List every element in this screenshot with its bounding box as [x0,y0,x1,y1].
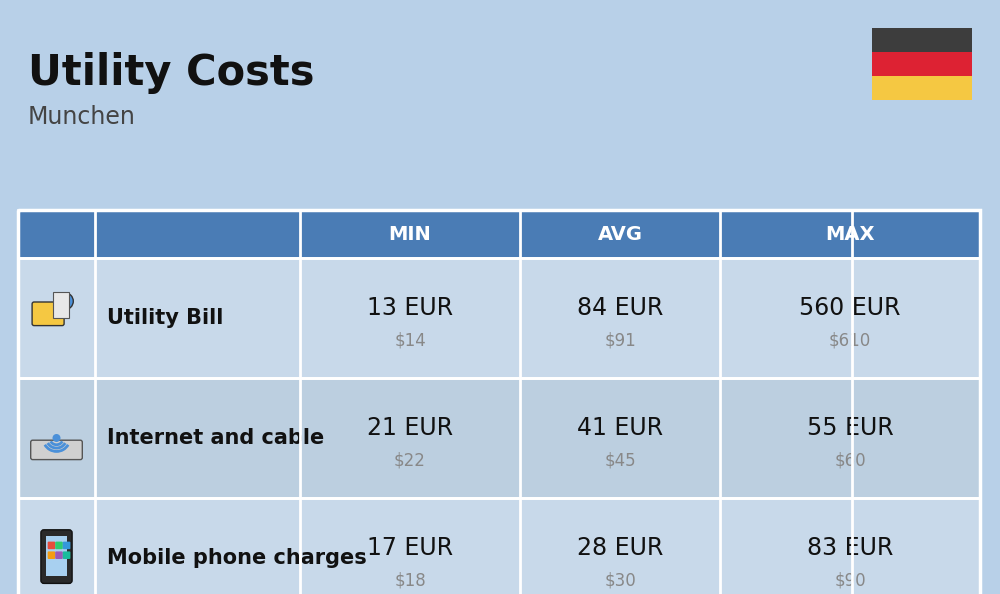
FancyBboxPatch shape [63,551,70,559]
FancyBboxPatch shape [32,302,64,326]
FancyBboxPatch shape [48,542,55,549]
Text: 41 EUR: 41 EUR [577,416,663,440]
FancyBboxPatch shape [63,542,70,549]
Bar [18,210,980,258]
Text: 17 EUR: 17 EUR [367,536,453,560]
Text: $22: $22 [394,451,426,469]
Bar [872,52,972,76]
Bar [18,210,980,594]
Text: 560 EUR: 560 EUR [799,296,901,320]
Text: $14: $14 [394,331,426,349]
Text: $30: $30 [604,571,636,589]
Text: $91: $91 [604,331,636,349]
Bar [872,76,972,100]
Text: Utility Costs: Utility Costs [28,52,314,94]
FancyBboxPatch shape [55,551,63,559]
Bar [18,498,980,594]
FancyBboxPatch shape [46,536,67,576]
Bar [18,258,980,378]
Text: 28 EUR: 28 EUR [577,536,663,560]
Text: $18: $18 [394,571,426,589]
Text: Internet and cable: Internet and cable [107,428,324,448]
Text: $90: $90 [834,571,866,589]
Text: 84 EUR: 84 EUR [577,296,663,320]
Circle shape [57,293,73,309]
Text: 55 EUR: 55 EUR [807,416,893,440]
FancyBboxPatch shape [48,551,55,559]
FancyBboxPatch shape [41,530,72,583]
Bar [872,28,972,52]
Text: Munchen: Munchen [28,105,136,129]
Text: Utility Bill: Utility Bill [107,308,223,328]
Text: 83 EUR: 83 EUR [807,536,893,560]
Text: MAX: MAX [825,225,875,244]
Text: $610: $610 [829,331,871,349]
Circle shape [52,434,60,442]
FancyBboxPatch shape [53,292,69,318]
Text: Mobile phone charges: Mobile phone charges [107,548,367,568]
Text: MIN: MIN [389,225,431,244]
Text: 13 EUR: 13 EUR [367,296,453,320]
FancyBboxPatch shape [55,542,63,549]
FancyBboxPatch shape [31,440,82,460]
Text: AVG: AVG [598,225,642,244]
Text: 21 EUR: 21 EUR [367,416,453,440]
Text: $45: $45 [604,451,636,469]
Text: $60: $60 [834,451,866,469]
Bar [18,378,980,498]
